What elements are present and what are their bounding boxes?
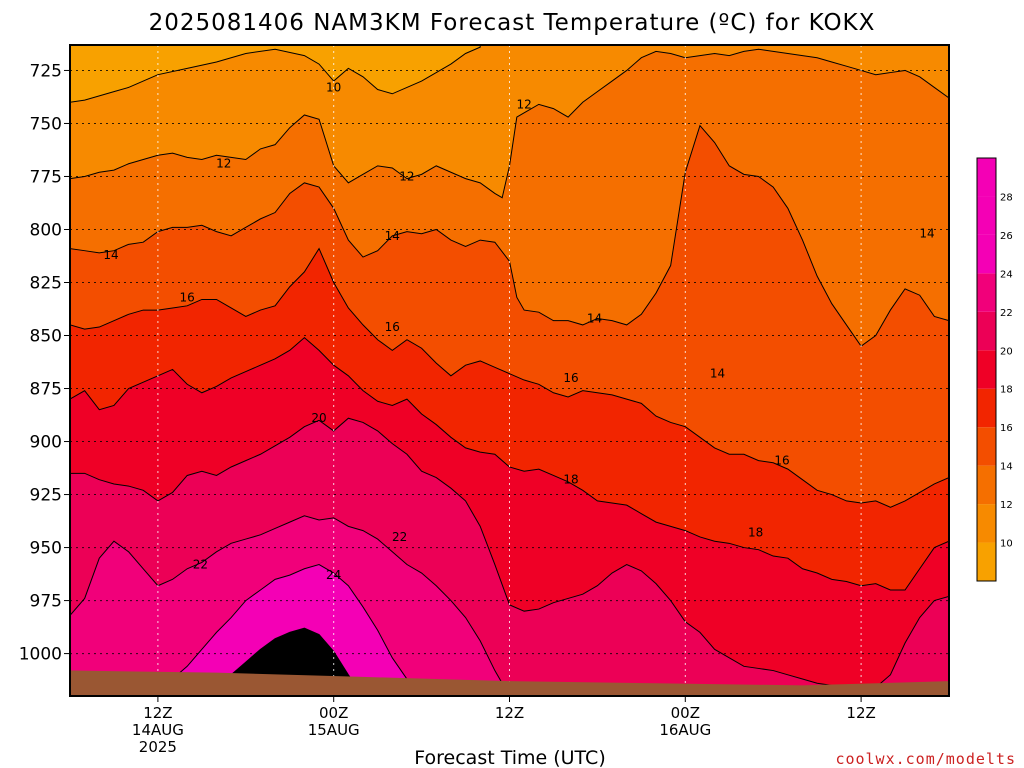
colorbar-label-14: 14 <box>1000 462 1013 473</box>
colorbar-label-16: 16 <box>1000 423 1013 434</box>
y-tick-label-725: 725 <box>30 61 62 81</box>
contour-label-16: 16 <box>180 290 195 304</box>
contour-label-16: 16 <box>563 371 578 385</box>
grid-lines <box>70 45 949 696</box>
y-tick-label-850: 850 <box>30 327 62 347</box>
colorbar-segment-16 <box>977 388 996 428</box>
colorbar: 10 12 14 16 18 20 22 24 26 28 <box>976 157 1013 582</box>
ground-fill <box>70 670 949 696</box>
plot-area: 10 12 12 12 14 14 14 16 14 16 14 16 20 16 18 22 18 22 24 <box>70 45 949 696</box>
contour-label-14: 14 <box>587 312 602 326</box>
colorbar-segment-24 <box>977 234 996 274</box>
temperature-bands <box>70 45 949 696</box>
x-tick-label-6-0: 12Z <box>143 704 172 722</box>
contour-label-24: 24 <box>326 568 341 582</box>
contour-label-18: 18 <box>563 473 578 487</box>
y-tick-label-900: 900 <box>30 433 62 453</box>
contour-label-14: 14 <box>710 367 725 381</box>
y-tick-label-800: 800 <box>30 220 62 240</box>
colorbar-segment-10 <box>977 504 996 543</box>
colorbar-segment-22 <box>977 273 996 312</box>
colorbar-frame <box>976 157 997 582</box>
x-tick-label-42-0: 00Z <box>671 704 700 722</box>
chart-title: 2025081406 NAM3KM Forecast Temperature (… <box>149 10 876 36</box>
y-tick-label-975: 975 <box>30 592 62 612</box>
credit-link[interactable]: coolwx.com/modelts <box>835 750 1016 768</box>
colorbar-segment-14 <box>977 427 996 466</box>
y-tick-label-775: 775 <box>30 167 62 187</box>
y-tick-label-950: 950 <box>30 539 62 559</box>
colorbar-segment-8 <box>977 542 996 581</box>
colorbar-segment-12 <box>977 465 996 505</box>
y-axis-ticks: 725 750 775 800 825 850 875 900 925 950 975 1000 <box>19 61 70 665</box>
band-below-12 <box>70 45 481 103</box>
colorbar-segment-20 <box>977 311 996 351</box>
x-tick-label-42-1: 16AUG <box>659 721 711 739</box>
y-tick-label-825: 825 <box>30 273 62 293</box>
x-tick-label-54-0: 12Z <box>846 704 875 722</box>
colorbar-label-28: 28 <box>1000 192 1013 203</box>
colorbar-segment-28 <box>977 158 996 197</box>
colorbar-label-18: 18 <box>1000 385 1013 396</box>
y-tick-label-875: 875 <box>30 380 62 400</box>
contour-labels: 10 12 12 12 14 14 14 16 14 16 14 16 20 16 18 22 18 22 24 <box>103 80 934 582</box>
contour-label-12: 12 <box>399 169 414 183</box>
x-axis-label: Forecast Time (UTC) <box>414 747 605 768</box>
contour-label-12: 12 <box>517 97 532 111</box>
contour-label-14: 14 <box>103 248 118 262</box>
contour-label-16: 16 <box>774 454 789 468</box>
x-tick-label-6-2: 2025 <box>139 738 177 756</box>
colorbar-label-22: 22 <box>1000 308 1013 319</box>
contour-label-22: 22 <box>193 558 208 572</box>
y-tick-label-925: 925 <box>30 486 62 506</box>
contour-label-14: 14 <box>919 227 934 241</box>
x-tick-label-18-0: 00Z <box>319 704 348 722</box>
contour-label-12: 12 <box>216 157 231 171</box>
contour-label-10: 10 <box>326 80 341 94</box>
y-tick-label-750: 750 <box>30 114 62 134</box>
contour-label-22: 22 <box>392 530 407 544</box>
y-tick-label-1000: 1000 <box>19 645 62 665</box>
colorbar-label-26: 26 <box>1000 231 1013 242</box>
colorbar-label-20: 20 <box>1000 346 1013 357</box>
x-tick-label-18-1: 15AUG <box>308 721 360 739</box>
colorbar-segment-18 <box>977 350 996 389</box>
colorbar-segment-26 <box>977 196 996 235</box>
x-tick-label-30-0: 12Z <box>495 704 524 722</box>
colorbar-label-12: 12 <box>1000 500 1013 511</box>
colorbar-label-24: 24 <box>1000 269 1013 280</box>
ground-surface <box>70 670 949 696</box>
contour-label-20: 20 <box>311 411 326 425</box>
contour-label-16: 16 <box>385 320 400 334</box>
contour-label-14: 14 <box>385 229 400 243</box>
x-tick-label-6-1: 14AUG <box>132 721 184 739</box>
colorbar-label-10: 10 <box>1000 539 1013 550</box>
contour-label-18: 18 <box>748 526 763 540</box>
